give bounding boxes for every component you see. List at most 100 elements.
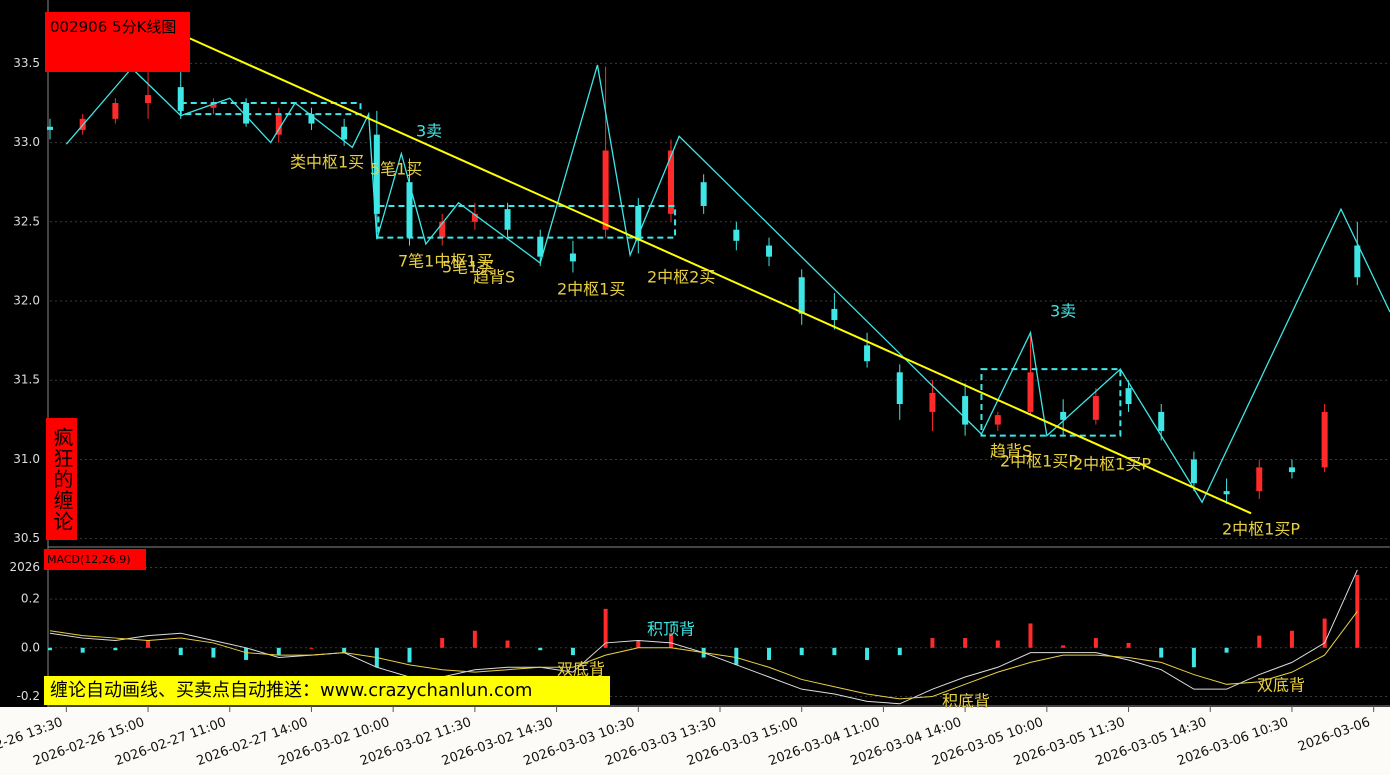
zhongshu-box [980, 368, 1122, 437]
macd-title: MACD(12,26,9) [44, 549, 146, 570]
y-tick-label: 33.5 [13, 56, 40, 70]
candle-body [929, 392, 936, 412]
annotation: 3卖 [1050, 302, 1076, 321]
macd-bar [244, 647, 249, 660]
macd-bar [963, 638, 968, 648]
macd-bar [1322, 618, 1327, 648]
candle-body [47, 126, 53, 130]
candle-body [864, 345, 871, 362]
macd-bar [865, 647, 870, 660]
macd-bar [799, 647, 804, 656]
macd-bar [1224, 647, 1229, 653]
candle-body [373, 134, 380, 214]
macd-bar [832, 647, 837, 656]
macd-bar [767, 647, 772, 660]
macd-bar [930, 638, 935, 648]
trend-line [188, 37, 1252, 515]
candle-body [406, 182, 413, 238]
candle-body [341, 126, 348, 140]
macd-bar [505, 640, 510, 648]
side-title: 疯狂的缠论 [46, 418, 77, 540]
macd-bar [538, 647, 543, 651]
candle-body [635, 205, 642, 241]
y-tick-label: -0.2 [17, 689, 40, 703]
annotation: 2中枢1买 [557, 280, 625, 299]
macd-bar [1061, 645, 1066, 648]
y-tick-label: 2026 [9, 560, 40, 574]
macd-bar [1191, 647, 1196, 668]
candle-body [177, 87, 184, 111]
annotation: 7笔1中枢1买 [398, 252, 493, 271]
zhongshu-box [179, 101, 362, 116]
annotation: 双底背 [1257, 676, 1305, 695]
candle-body [1288, 467, 1295, 473]
macd-bar [440, 638, 445, 648]
macd-bar [1159, 647, 1164, 658]
candle-body [210, 102, 217, 108]
candle-body [766, 245, 773, 257]
annotation: 5笔1买 [442, 258, 494, 277]
annotation: 趋背S [473, 268, 515, 287]
annotation: 3卖 [416, 122, 442, 141]
macd-bar [276, 647, 281, 656]
candle-body [602, 150, 609, 230]
macd-bar [668, 633, 673, 648]
y-tick-label: 33.0 [13, 135, 40, 149]
zhongshu-box [377, 204, 677, 239]
macd-bar [603, 608, 608, 648]
candle-body [1190, 459, 1197, 484]
macd-bar [178, 647, 183, 656]
macd-bar [309, 647, 314, 649]
macd-bar [1126, 642, 1131, 648]
candle-body [145, 95, 152, 103]
candle-body [537, 237, 544, 257]
macd-bar [1093, 638, 1098, 648]
macd-bar [1289, 630, 1294, 648]
candle-body [994, 415, 1001, 425]
annotation: 2中枢1买P [1222, 520, 1300, 539]
macd-bar [995, 640, 1000, 648]
annotation: 积顶背 [647, 620, 695, 639]
annotation: 2中枢1买P [1000, 452, 1078, 471]
annotation: 积底背 [942, 692, 990, 711]
candle-body [439, 221, 446, 238]
macd-bar [80, 647, 85, 653]
candle-body [1354, 245, 1361, 278]
y-tick-label: 32.0 [13, 294, 40, 308]
candle-body [1092, 396, 1099, 420]
y-tick-label: 31.5 [13, 373, 40, 387]
macd-bar [113, 647, 118, 651]
candle-body [733, 229, 740, 241]
candle-body [1256, 467, 1263, 492]
annotation: 类中枢1买 [290, 153, 364, 172]
macd-bar [570, 647, 575, 656]
date-axis-band [0, 707, 1390, 775]
candle-body [1027, 372, 1034, 412]
candle-body [700, 182, 707, 206]
candle-body [667, 150, 674, 214]
macd-bar [1257, 635, 1262, 648]
candle-body [1060, 411, 1067, 420]
candle-body [504, 209, 511, 230]
candle-body [896, 372, 903, 404]
macd-bar [636, 640, 641, 648]
annotation: 2中枢1买P [1073, 455, 1151, 474]
macd-bar [146, 640, 151, 648]
annotation: 5笔1买 [370, 160, 422, 179]
banner: 缠论自动画线、买卖点自动推送：www.crazychanlun.com [44, 676, 610, 705]
candle-body [1125, 388, 1132, 404]
macd-bar [342, 647, 347, 653]
macd-bar [897, 647, 902, 656]
y-tick-label: 0.2 [21, 592, 40, 606]
candle-body [1158, 411, 1165, 431]
y-tick-label: 0.0 [21, 640, 40, 654]
candle-body [962, 396, 969, 425]
bi-line [65, 64, 1390, 504]
macd-bar [734, 647, 739, 665]
candle-body [1321, 411, 1328, 468]
macd-bar [407, 647, 412, 663]
candle-body [798, 277, 805, 314]
candle-body [308, 114, 315, 124]
